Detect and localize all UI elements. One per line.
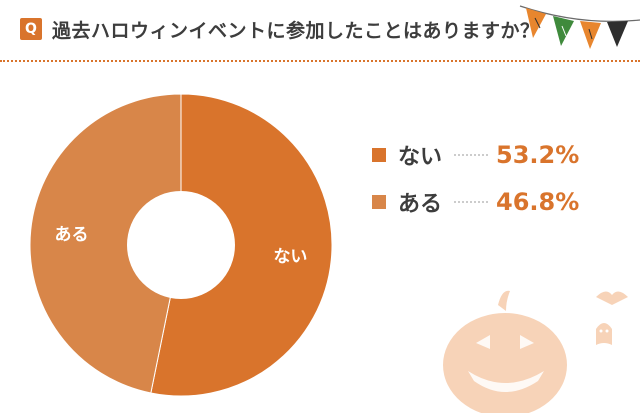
pumpkin-icon	[443, 290, 628, 413]
legend-dotted-leader	[454, 154, 488, 156]
bunting-flags-icon	[519, 5, 640, 49]
legend-swatch-nai	[372, 148, 386, 162]
legend-swatch-aru	[372, 195, 386, 209]
donut-hole	[127, 191, 235, 299]
slice-label-1: ある	[55, 225, 89, 245]
legend-value-nai: 53.2%	[496, 141, 580, 169]
legend-label-nai: ない	[398, 145, 443, 170]
title-divider	[0, 60, 640, 62]
pie-slice-0	[150, 93, 333, 397]
legend-item-aru: ある 46.8%	[372, 187, 579, 217]
question-title: 過去ハロウィンイベントに参加したことはありますか？	[52, 20, 540, 42]
legend-dotted-leader	[454, 201, 488, 203]
slice-label-0: ない	[273, 247, 307, 267]
pie-slice-1	[29, 93, 182, 394]
legend-item-nai: ない 53.2%	[372, 140, 579, 170]
legend-value-aru: 46.8%	[496, 188, 580, 216]
question-badge: Q	[20, 18, 42, 40]
legend-label-aru: ある	[398, 192, 443, 217]
